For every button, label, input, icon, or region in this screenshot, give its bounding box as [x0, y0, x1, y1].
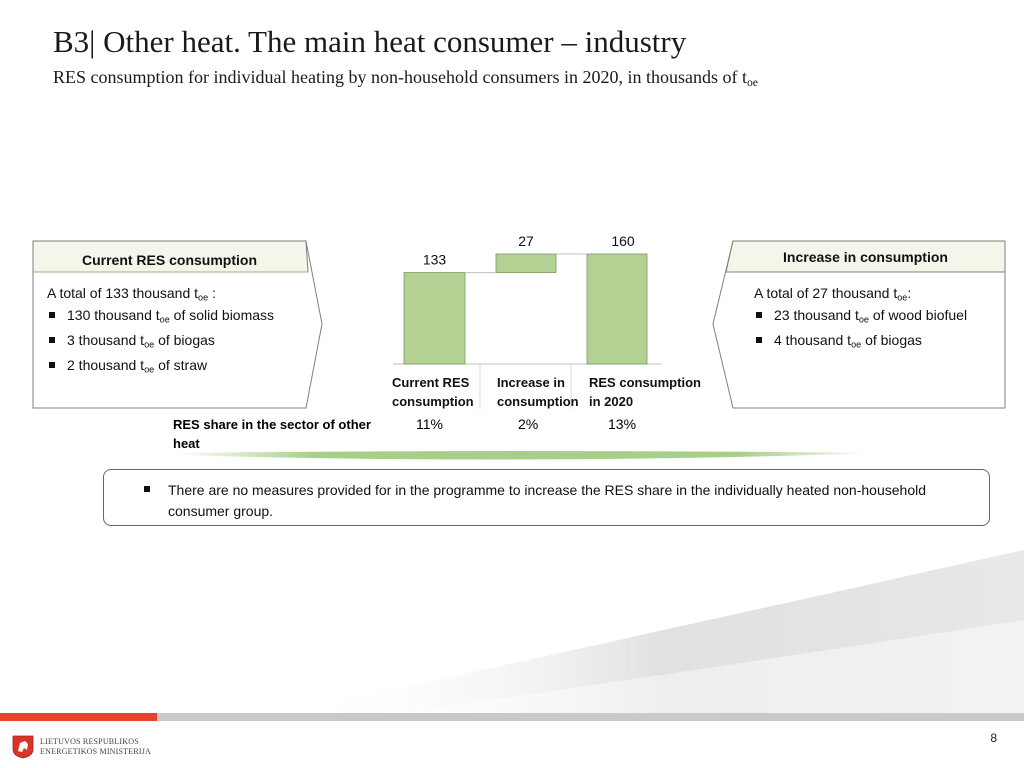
right-panel-list-item: 23 thousand toe of wood biofuel: [754, 306, 1004, 324]
right-panel-body: A total of 27 thousand toe: 23 thousand …: [754, 282, 1004, 356]
note-text: There are no measures provided for in th…: [168, 482, 926, 519]
left-panel-lead: A total of 133 thousand toe :: [47, 285, 216, 303]
category-label-current: Current RES consumption: [392, 375, 474, 409]
page-title: B3| Other heat. The main heat consumer –…: [53, 24, 687, 59]
page-subtitle: RES consumption for individual heating b…: [53, 67, 758, 89]
left-panel-list: 130 thousand toe of solid biomass 3 thous…: [47, 306, 297, 374]
bar-current: [403, 272, 466, 365]
right-panel-header: [725, 240, 1006, 273]
share-row-label: RES share in the sector of other heat: [173, 417, 371, 451]
bar-2020: [586, 253, 648, 365]
note-bullet-icon: [144, 486, 150, 492]
left-panel-list-item: 3 thousand toe of biogas: [47, 331, 297, 349]
left-panel-list-item: 130 thousand toe of solid biomass: [47, 306, 297, 324]
category-label-2020: RES consumption in 2020: [589, 375, 701, 409]
right-panel-list: 23 thousand toe of wood biofuel 4 thousan…: [754, 306, 1004, 349]
category-label-increase: Increase in consumption: [497, 375, 579, 409]
right-panel-lead: A total of 27 thousand toe:: [754, 285, 912, 303]
left-panel-body: A total of 133 thousand toe : 130 thousa…: [47, 282, 297, 381]
decorative-swoosh: [300, 550, 1024, 713]
note-box: There are no measures provided for in th…: [103, 469, 990, 526]
data-label-current: 133: [423, 252, 447, 268]
share-value-increase: 2%: [518, 416, 539, 432]
share-value-current: 11%: [416, 416, 443, 432]
bar-increase: [495, 253, 557, 273]
coat-of-arms-icon: [12, 735, 34, 759]
right-panel-heading: Increase in consumption: [783, 249, 948, 265]
footer-accent-bar: [0, 713, 157, 721]
data-label-increase: 27: [518, 233, 534, 249]
ministry-name: LIETUVOS RESPUBLIKOS ENERGETIKOS MINISTE…: [40, 737, 152, 756]
left-panel-heading: Current RES consumption: [81, 252, 257, 268]
footer-bar: [157, 713, 1024, 721]
left-panel-list-item: 2 thousand toe of straw: [47, 356, 297, 374]
right-panel-list-item: 4 thousand toe of biogas: [754, 331, 1004, 349]
data-label-2020: 160: [611, 233, 635, 249]
page-number: 8: [990, 731, 997, 745]
share-value-2020: 13%: [608, 416, 637, 432]
